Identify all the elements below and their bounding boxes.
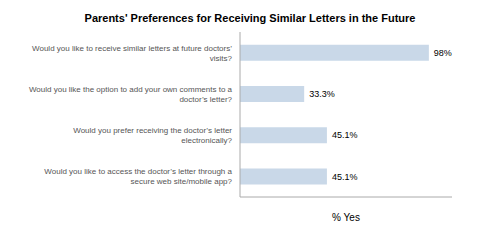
svg-text:33.3%: 33.3% <box>309 89 335 99</box>
svg-text:Would you like to receive simi: Would you like to receive similar letter… <box>32 43 232 62</box>
svg-text:45.1%: 45.1% <box>332 130 358 140</box>
svg-text:45.1%: 45.1% <box>332 172 358 182</box>
svg-text:Would you prefer receiving the: Would you prefer receiving the doctor’s … <box>73 126 232 145</box>
html-text:Parents' Preferences for Recei: Parents' Preferences for Receiving Simil… <box>84 12 416 24</box>
svg-text:98%: 98% <box>434 48 452 58</box>
svg-text:Would you like to access the d: Would you like to access the doctor’s le… <box>44 167 232 186</box>
svg-text:% Yes: % Yes <box>332 212 360 223</box>
svg-text:Would you like the option to a: Would you like the option to add your ow… <box>29 84 233 103</box>
